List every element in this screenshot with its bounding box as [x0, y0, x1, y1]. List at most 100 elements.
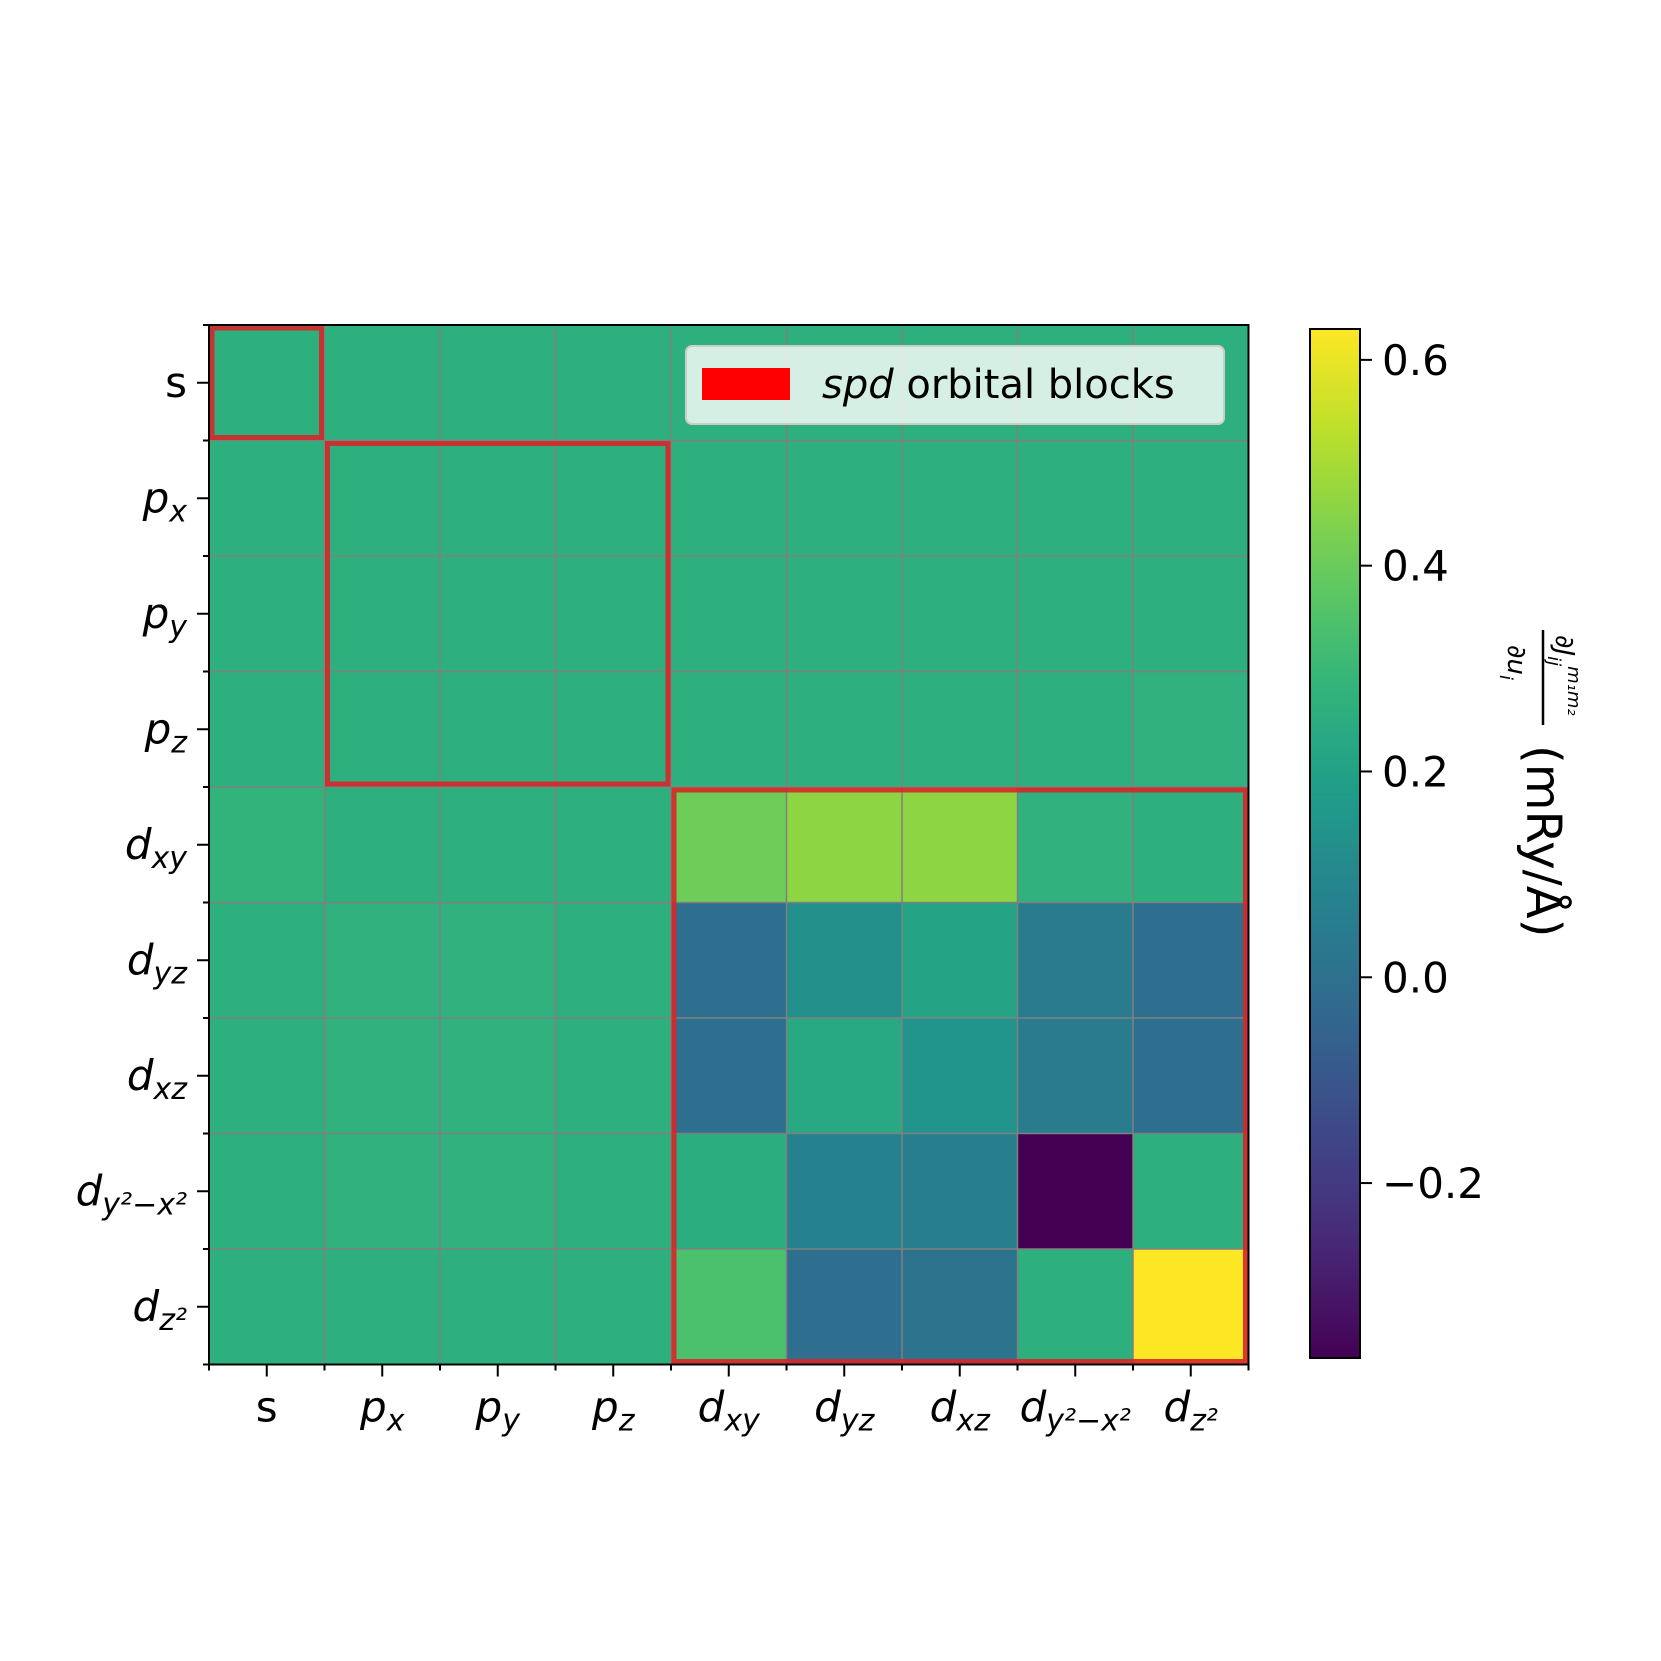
- x-tick-label: py: [475, 1383, 522, 1439]
- colorbar-tick-label: 0.2: [1382, 747, 1449, 796]
- heatmap-cell: [440, 902, 556, 1019]
- x-tick-label: px: [359, 1383, 405, 1439]
- y-tick-label: dy²−x²: [76, 1166, 187, 1222]
- heatmap-cell: [440, 325, 556, 441]
- heatmap-cell: [902, 1249, 1018, 1365]
- colorbar: 0.6 0.4 0.2 0.0 −0.2 ∂Jijm₁m₂ ∂ui (mRy/Å): [1309, 328, 1584, 1359]
- orbital-block-s: [209, 325, 324, 440]
- legend-label-rest: orbital blocks: [894, 362, 1175, 408]
- colorbar-label-denominator: ∂ui: [1495, 645, 1531, 680]
- x-tick-label: dxy: [698, 1383, 761, 1439]
- heatmap-cell: [209, 440, 325, 557]
- y-tick-label: s: [165, 358, 187, 407]
- heatmap-cell: [902, 787, 1018, 903]
- heatmap-cell: [209, 1249, 325, 1365]
- heatmap-cell: [786, 440, 903, 557]
- heatmap-gridlines: [209, 325, 1249, 1365]
- colorbar-tick-label: −0.2: [1382, 1159, 1484, 1208]
- heatmap-cell: [902, 671, 1018, 788]
- heatmap-cell: [786, 556, 903, 672]
- heatmap-cell: [671, 671, 787, 788]
- x-tick-label: dyz: [814, 1383, 875, 1439]
- heatmap-cell: [324, 671, 441, 788]
- heatmap-cell: [1133, 902, 1249, 1019]
- heatmap-cell: [671, 902, 787, 1019]
- heatmap-cell: [440, 671, 556, 788]
- heatmap-cell: [671, 440, 787, 557]
- heatmap-cell: [209, 902, 325, 1019]
- legend-box: [685, 345, 1225, 425]
- heatmap-cell: [786, 787, 903, 903]
- colorbar-label: ∂Jijm₁m₂ ∂ui (mRy/Å): [1495, 630, 1584, 937]
- colorbar-tick-label: 0.4: [1382, 542, 1449, 591]
- y-tick-label: py: [142, 589, 189, 645]
- heatmap-cell: [671, 556, 787, 672]
- colorbar-gradient: [1309, 328, 1361, 1359]
- heatmap-cell: [324, 325, 441, 441]
- colorbar-label-numerator: ∂Jijm₁m₂: [1543, 635, 1584, 716]
- heatmap-cell: [440, 440, 556, 557]
- heatmap-cell: [440, 787, 556, 903]
- heatmap-cell: [209, 1018, 325, 1134]
- heatmap-cell: [324, 787, 441, 903]
- x-axis: s px py pz dxy dyz dxz dy²−x² dz²: [208, 1364, 1250, 1439]
- heatmap-cell: [902, 902, 1018, 1019]
- heatmap-cell: [1017, 787, 1134, 903]
- heatmap-cell: [555, 902, 672, 1019]
- legend-swatch: [702, 368, 790, 400]
- y-axis: s px py pz dxy dyz dxz dy²−x² dz²: [76, 324, 209, 1366]
- heatmap-cell: [440, 1018, 556, 1134]
- x-tick-label: dy²−x²: [1020, 1383, 1131, 1439]
- heatmap-cell: [1133, 440, 1249, 557]
- heatmap-cell: [1017, 440, 1134, 557]
- heatmap-cell: [786, 1133, 903, 1250]
- heatmap-cell: [902, 1018, 1018, 1134]
- colorbar-tick-label: 0.6: [1382, 336, 1449, 385]
- heatmap-cell: [555, 787, 672, 903]
- heatmap-cell: [1133, 1018, 1249, 1134]
- y-tick-label: px: [142, 473, 188, 529]
- x-tick-label: pz: [591, 1383, 636, 1439]
- heatmap-cell: [671, 1249, 787, 1365]
- x-tick-label: dxz: [930, 1383, 991, 1439]
- heatmap-cell: [786, 902, 903, 1019]
- heatmap-cell: [324, 902, 441, 1019]
- heatmap-cell: [555, 671, 672, 788]
- heatmap-cell: [324, 1249, 441, 1365]
- heatmap-cell: [324, 1018, 441, 1134]
- legend-label: spd orbital blocks: [822, 362, 1175, 408]
- legend: spd orbital blocks: [685, 345, 1225, 425]
- heatmap-cell: [1017, 1249, 1134, 1365]
- heatmap-cell: [786, 1018, 903, 1134]
- heatmap-cells: [209, 325, 1249, 1365]
- heatmap-cell: [324, 556, 441, 672]
- heatmap-cell: [324, 1133, 441, 1250]
- heatmap-cell: [209, 787, 325, 903]
- y-tick-label: dxy: [125, 820, 188, 876]
- heatmap-cell: [671, 1018, 787, 1134]
- heatmap-cell: [1133, 787, 1249, 903]
- heatmap-cell: [1017, 1018, 1134, 1134]
- heatmap-cell: [671, 1133, 787, 1250]
- heatmap-cell: [1017, 671, 1134, 788]
- heatmap-cell: [440, 556, 556, 672]
- heatmap-cell: [902, 440, 1018, 557]
- y-tick-label: dz²: [133, 1282, 187, 1338]
- x-tick-label: dz²: [1164, 1383, 1218, 1439]
- heatmap-cell: [1017, 556, 1134, 672]
- y-tick-label: dxz: [127, 1051, 188, 1107]
- legend-label-italic: spd: [822, 362, 894, 408]
- heatmap-cell: [671, 787, 787, 903]
- y-tick-label: dyz: [127, 935, 188, 991]
- x-tick-label: s: [256, 1383, 278, 1432]
- heatmap-cell: [786, 671, 903, 788]
- heatmap-cell: [209, 671, 325, 788]
- orbital-block-d: [671, 787, 1248, 1364]
- orbital-block-outlines: [209, 325, 1248, 1364]
- heatmap-cell: [209, 325, 325, 441]
- heatmap-cell: [786, 1249, 903, 1365]
- heatmap-cell: [555, 1018, 672, 1134]
- heatmap-cell: [1133, 556, 1249, 672]
- heatmap-cell: [324, 440, 441, 557]
